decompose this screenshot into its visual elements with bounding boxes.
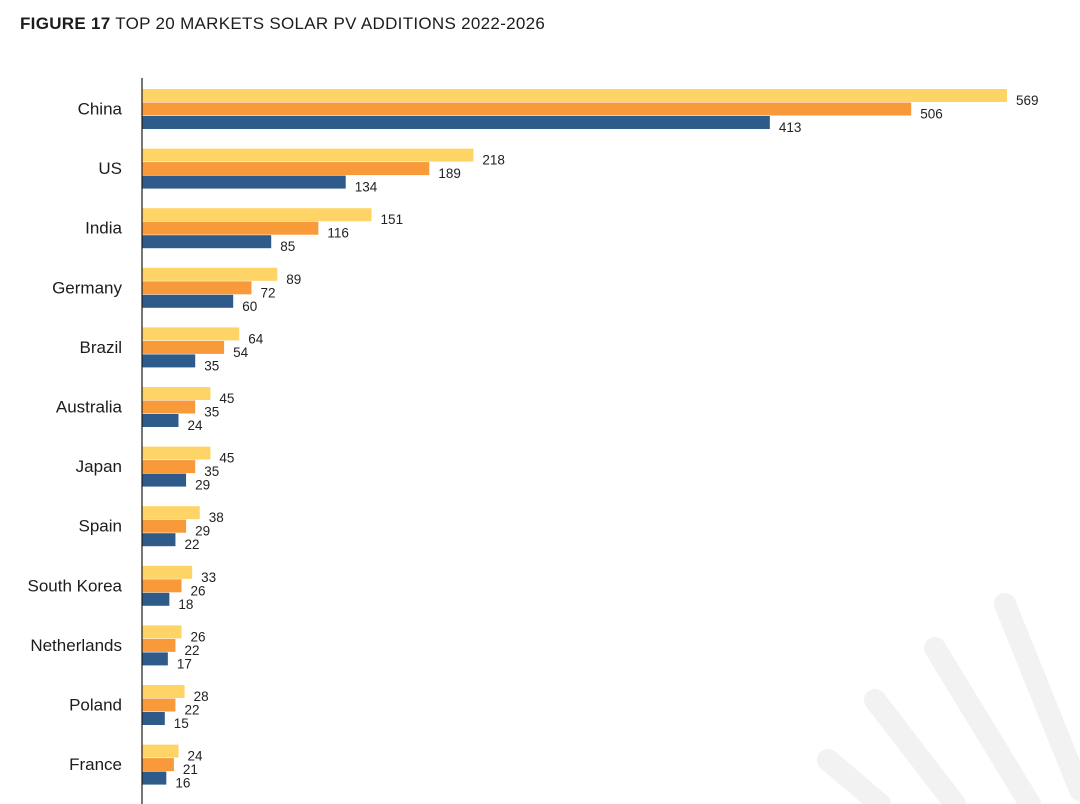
category-label-us: US	[98, 159, 122, 178]
decor-ray-2	[924, 637, 1041, 804]
bar-us-s3	[142, 175, 346, 189]
category-label-germany: Germany	[52, 278, 122, 297]
value-label-germany-s3: 60	[242, 299, 257, 314]
bar-us-s2	[142, 162, 430, 176]
value-label-india-s2: 116	[327, 226, 349, 241]
bar-india-s3	[142, 235, 272, 249]
value-label-brazil-s2: 54	[233, 345, 249, 360]
bar-china-s1	[142, 89, 1007, 102]
value-label-south-korea-s3: 18	[178, 597, 193, 612]
value-label-south-korea-s2: 26	[191, 583, 206, 598]
value-label-china-s2: 506	[920, 107, 943, 122]
value-label-south-korea-s1: 33	[201, 570, 216, 585]
figure-title: FIGURE 17 TOP 20 MARKETS SOLAR PV ADDITI…	[20, 14, 545, 34]
bar-brazil-s1	[142, 327, 240, 341]
value-label-spain-s3: 22	[184, 537, 199, 552]
value-label-japan-s3: 29	[195, 478, 210, 493]
bar-australia-s2	[142, 400, 196, 414]
bar-south-korea-s1	[142, 565, 193, 579]
value-label-netherlands-s1: 26	[191, 629, 206, 644]
figure-number: FIGURE 17	[20, 14, 111, 33]
value-label-brazil-s1: 64	[248, 331, 264, 346]
bar-germany-s3	[142, 294, 234, 308]
bar-china-s3	[142, 116, 770, 129]
value-label-australia-s3: 24	[187, 418, 203, 433]
value-label-germany-s2: 72	[260, 285, 275, 300]
value-label-france-s2: 21	[183, 762, 198, 777]
category-label-brazil: Brazil	[79, 338, 122, 357]
bar-spain-s3	[142, 533, 176, 547]
category-label-poland: Poland	[69, 696, 122, 715]
bar-australia-s1	[142, 387, 211, 400]
value-label-india-s3: 85	[280, 239, 295, 254]
bar-spain-s1	[142, 506, 200, 520]
decor-ray-3	[864, 689, 966, 804]
value-label-australia-s2: 35	[204, 405, 219, 420]
category-label-france: France	[69, 755, 122, 774]
bar-japan-s1	[142, 446, 211, 460]
category-label-spain: Spain	[79, 517, 122, 536]
value-label-brazil-s3: 35	[204, 358, 219, 373]
bar-india-s1	[142, 208, 372, 222]
value-label-us-s1: 218	[482, 153, 505, 168]
value-label-poland-s3: 15	[174, 716, 189, 731]
category-label-india: India	[85, 219, 122, 238]
bar-china-s2	[142, 102, 912, 116]
background-rays-decoration	[817, 593, 1080, 804]
value-label-netherlands-s2: 22	[184, 643, 199, 658]
bar-poland-s3	[142, 712, 165, 725]
bar-france-s3	[142, 771, 167, 785]
bar-us-s1	[142, 148, 474, 162]
bar-netherlands-s3	[142, 652, 168, 666]
value-label-netherlands-s3: 17	[177, 656, 192, 671]
value-label-poland-s2: 22	[184, 703, 199, 718]
decor-ray-4	[817, 749, 891, 804]
bars-group	[142, 89, 1007, 785]
category-label-china: China	[78, 100, 123, 119]
labels-group: China 569 506 413 US 218 189 134 India 151 116 85 Ge…	[27, 93, 1038, 791]
bar-france-s2	[142, 758, 174, 772]
value-label-us-s3: 134	[355, 180, 378, 195]
bar-netherlands-s2	[142, 638, 176, 652]
decor-ray-1	[994, 593, 1080, 801]
bar-france-s1	[142, 744, 179, 758]
value-label-japan-s2: 35	[204, 464, 219, 479]
value-label-germany-s1: 89	[286, 272, 301, 287]
bar-brazil-s3	[142, 354, 196, 368]
bar-japan-s3	[142, 473, 187, 487]
value-label-japan-s1: 45	[219, 451, 234, 466]
bar-brazil-s2	[142, 340, 225, 354]
value-label-india-s1: 151	[381, 212, 404, 227]
bar-poland-s1	[142, 685, 185, 698]
category-label-south-korea: South Korea	[27, 576, 122, 595]
value-label-us-s2: 189	[438, 166, 461, 181]
category-label-japan: Japan	[76, 457, 122, 476]
bar-germany-s2	[142, 281, 252, 295]
bar-south-korea-s2	[142, 579, 182, 593]
value-label-australia-s1: 45	[219, 391, 234, 406]
value-label-spain-s2: 29	[195, 524, 210, 539]
bar-poland-s2	[142, 698, 176, 712]
value-label-spain-s1: 38	[209, 510, 224, 525]
value-label-china-s3: 413	[779, 120, 802, 135]
bar-india-s2	[142, 221, 319, 235]
bar-germany-s1	[142, 267, 278, 281]
category-label-australia: Australia	[56, 398, 123, 417]
bar-australia-s3	[142, 414, 179, 427]
value-label-france-s3: 16	[175, 776, 190, 791]
category-label-netherlands: Netherlands	[30, 636, 122, 655]
bar-netherlands-s1	[142, 625, 182, 639]
bar-south-korea-s3	[142, 592, 170, 606]
value-label-china-s1: 569	[1016, 93, 1039, 108]
figure-title-text: TOP 20 MARKETS SOLAR PV ADDITIONS 2022-2…	[115, 14, 546, 33]
value-label-poland-s1: 28	[194, 689, 209, 704]
bar-spain-s2	[142, 519, 187, 533]
bar-japan-s2	[142, 460, 196, 474]
value-label-france-s1: 24	[187, 749, 203, 764]
